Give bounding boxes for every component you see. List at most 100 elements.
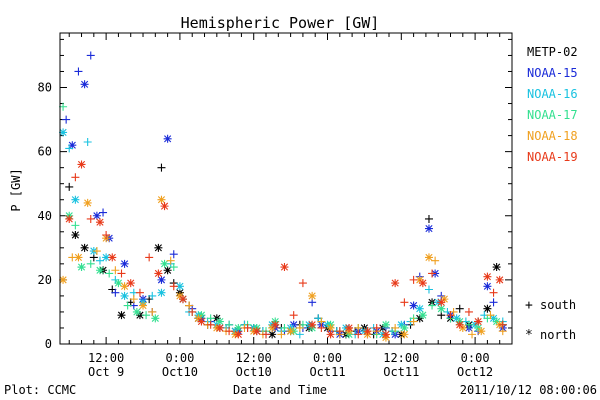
north-marker [120,259,129,268]
south-marker [148,307,157,316]
north-marker [418,279,427,288]
north-marker [92,211,101,220]
series-noaa-19 [65,160,507,339]
north-marker [381,330,390,339]
x-tick-label-time: 12:00 [236,351,272,365]
south-marker [431,256,440,265]
north-marker [163,134,172,143]
y-tick-label: 20 [38,273,52,287]
south-marker [65,144,74,153]
north-marker [71,195,80,204]
south-marker [123,301,132,310]
south-marker [455,304,464,313]
north-marker [280,263,289,272]
north-marker [65,214,74,223]
x-tick-label-time: 0:00 [461,351,490,365]
south-marker [74,67,83,76]
north-marker [71,230,80,239]
north-marker [437,304,446,313]
north-marker [157,275,166,284]
x-tick-label-time: 0:00 [165,351,194,365]
south-marker [428,301,437,310]
north-marker [483,272,492,281]
south-marker [86,51,95,60]
south-marker [206,320,215,329]
north-marker [381,320,390,329]
south-symbol: + [525,298,533,313]
legend-label-noaa-16: NOAA-16 [527,87,578,101]
plot-area-frame [59,32,513,345]
x-tick-label-date: Oct 9 [88,365,124,379]
north-marker [391,279,400,288]
north-marker [59,128,68,137]
north-marker [400,323,409,332]
south-marker [135,288,144,297]
south-marker [142,311,151,320]
north-marker [400,330,409,339]
north-marker [268,330,277,339]
y-tick-label: 0 [45,337,52,351]
north-marker [59,275,68,284]
south-marker [335,327,344,336]
north-marker [95,266,104,275]
south-marker [489,288,498,297]
south-marker [464,307,473,316]
north-marker [409,301,418,310]
south-marker [166,256,175,265]
x-tick-label-date: Oct10 [236,365,272,379]
plot-source-label: Plot: CCMC [4,383,76,397]
north-marker [160,259,169,268]
x-tick-label-time: 0:00 [313,351,342,365]
north-marker [178,295,187,304]
south-marker [145,253,154,262]
south-marker [424,214,433,223]
north-marker [326,330,335,339]
north-marker [495,275,504,284]
south-marker [102,230,111,239]
north-marker [120,282,129,291]
south-marker [468,330,477,339]
south-marker [409,275,418,284]
south-marker [317,323,326,332]
x-tick-label-date: Oct12 [457,365,493,379]
south-marker [169,282,178,291]
south-marker [354,330,363,339]
south-marker [86,259,95,268]
legend-label-noaa-15: NOAA-15 [527,66,578,80]
south-marker [169,250,178,259]
north-marker [108,253,117,262]
marker-legend: + south * north [525,298,576,343]
north-marker [326,323,335,332]
north-marker [175,282,184,291]
north-marker [80,80,89,89]
north-marker [234,330,243,339]
south-marker [188,307,197,316]
north-marker [132,307,141,316]
south-marker [157,163,166,172]
north-marker [474,317,483,326]
north-marker [492,263,501,272]
north-marker [157,288,166,297]
north-marker [154,269,163,278]
north-marker [117,311,126,320]
north-marker [154,243,163,252]
south-marker [409,317,418,326]
south-marker [105,269,114,278]
north-marker [114,279,123,288]
south-marker [185,301,194,310]
north-marker [415,304,424,313]
y-tick-label: 60 [38,145,52,159]
south-marker [83,138,92,147]
legend-label-metp-02: METP-02 [527,45,578,59]
north-marker [308,291,317,300]
south-marker [486,311,495,320]
series-legend: METP-02 NOAA-15 NOAA-16 NOAA-17 NOAA-18 NOAA-… [527,45,578,164]
north-marker [163,266,172,275]
north-marker [363,327,372,336]
north-marker [139,301,148,310]
north-marker [286,327,295,336]
south-marker [86,214,95,223]
north-marker [418,311,427,320]
